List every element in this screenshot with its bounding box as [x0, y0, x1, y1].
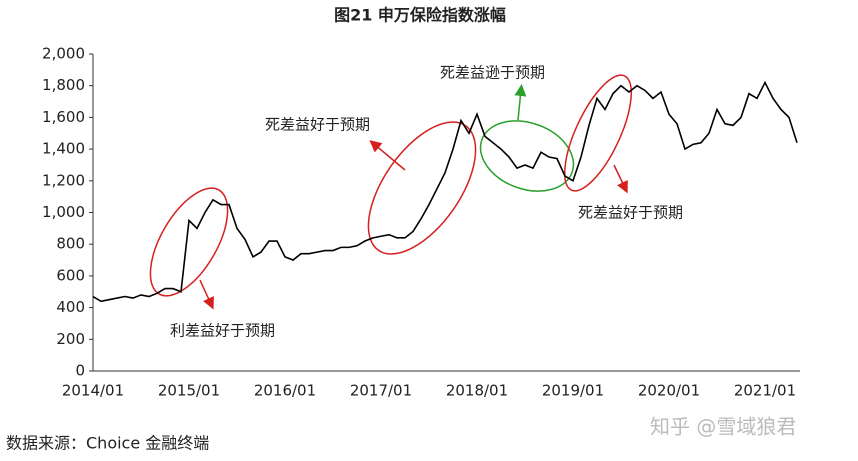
data-line [92, 80, 798, 303]
arrow [199, 279, 214, 310]
y-tick-label: 1,800 [42, 76, 85, 94]
x-tick-label: 2020/01 [638, 382, 700, 400]
highlight-ellipse [479, 120, 575, 192]
highlight-ellipse [149, 187, 229, 297]
y-tick-label: 1,000 [42, 203, 85, 221]
annotation: 利差益好于预期 [170, 322, 275, 340]
y-tick-label: 400 [56, 298, 85, 316]
y-tick-label: 600 [56, 266, 85, 284]
annotation: 死差益逊于预期 [440, 64, 545, 82]
y-tick-label: 0 [75, 362, 85, 380]
x-tick-label: 2014/01 [62, 382, 124, 400]
x-tick-label: 2021/01 [734, 382, 796, 400]
highlight-ellipse [563, 74, 633, 192]
x-tick-label: 2018/01 [446, 382, 508, 400]
x-tick-label: 2015/01 [158, 382, 220, 400]
x-tick-label: 2016/01 [254, 382, 316, 400]
annotation: 死差益好于预期 [265, 116, 370, 134]
x-tick-label: 2017/01 [350, 382, 412, 400]
highlight-ellipse [367, 121, 477, 255]
y-tick-label: 1,200 [42, 171, 85, 189]
y-tick-label: 800 [56, 235, 85, 253]
annotation: 死差益好于预期 [578, 204, 683, 222]
arrow [369, 140, 406, 171]
watermark: 知乎 @雪域狼君 [650, 415, 796, 439]
y-tick-label: 1,600 [42, 108, 85, 126]
y-tick-label: 2,000 [42, 45, 85, 63]
arrow [514, 84, 527, 121]
source-note: 数据来源：Choice 金融终端 [6, 434, 209, 453]
chart-title: 图21 申万保险指数涨幅 [334, 6, 506, 25]
arrow [613, 164, 628, 194]
x-tick-label: 2019/01 [542, 382, 604, 400]
y-tick-label: 1,400 [42, 140, 85, 158]
y-tick-label: 200 [56, 330, 85, 348]
